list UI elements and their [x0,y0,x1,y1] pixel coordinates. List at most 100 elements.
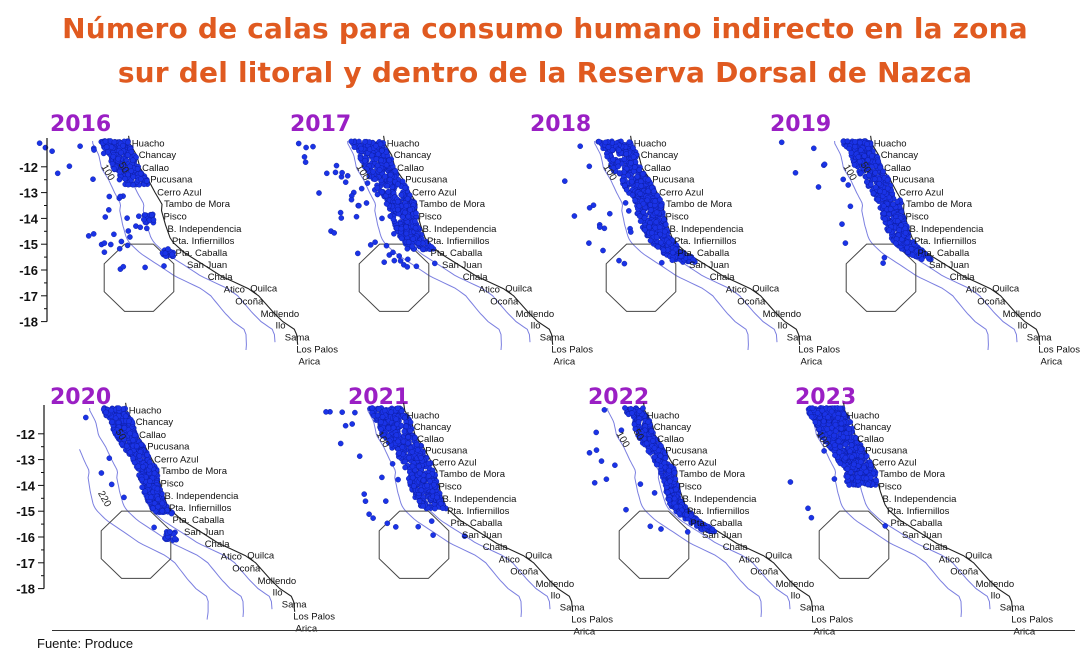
port-label: Chancay [641,150,679,161]
set-point [363,200,370,206]
set-point [666,467,672,474]
set-point [425,473,432,479]
set-point [808,414,815,420]
set-point [623,187,630,193]
set-point [651,454,658,460]
set-point [119,429,125,436]
port-label: Pucusana [652,175,695,186]
set-point [880,168,886,175]
set-point [130,174,137,180]
port-label: Chala [710,272,736,283]
set-point [367,242,374,248]
set-point [638,183,644,189]
port-label: Huacho [132,139,165,150]
set-point [379,474,385,481]
set-point [405,440,411,447]
set-point [666,497,672,503]
set-point [122,176,128,182]
set-point [418,487,425,494]
set-point [85,233,92,239]
port-label: Pisco [419,212,442,223]
set-point [387,171,394,178]
footer-divider [52,630,1075,631]
port-label: Ocoña [977,297,1006,308]
set-point [877,188,883,195]
port-label: Callao [884,163,911,174]
set-point [630,154,637,160]
set-point [648,428,655,434]
isobath-label: 220 [95,489,113,509]
set-point [434,494,440,501]
set-point [128,148,135,155]
port-label: Pisco [906,212,929,223]
set-point [143,225,150,232]
set-point [366,511,372,517]
set-point [647,237,654,244]
set-point [863,468,870,475]
port-label: Huacho [647,411,680,422]
port-label: Cerro Azul [154,455,198,466]
set-point [586,163,593,170]
set-point [844,138,851,144]
set-point [628,229,634,235]
set-point [650,438,656,444]
set-point [429,488,436,495]
port-label: Cerro Azul [412,188,456,199]
set-point [121,494,127,501]
set-point [416,470,423,476]
set-point [362,498,369,504]
set-point [302,159,309,166]
set-point [125,152,131,158]
set-point [165,246,171,252]
port-label: Ilo [991,591,1001,602]
set-point [832,442,838,449]
isobath-label: 50 [631,427,646,443]
port-label: Mollendo [261,309,300,320]
set-point [637,218,644,224]
set-point [117,168,123,175]
set-point [645,188,651,195]
port-label: Arica [801,357,823,368]
set-point [349,421,355,427]
set-point [600,247,606,254]
set-point [590,202,597,208]
port-label: Sama [800,603,826,614]
set-point [122,413,129,420]
set-point [167,529,173,535]
set-point [837,443,843,450]
port-label: B. Independencia [167,224,242,235]
set-point [376,167,383,173]
set-point [607,210,613,217]
set-point [612,462,618,469]
set-point [851,162,858,168]
set-point [577,143,583,149]
set-point [374,412,381,419]
set-point [126,418,132,425]
set-point [828,408,835,415]
set-point [116,176,123,183]
set-point [904,239,911,246]
port-label: Tambo de Mora [906,199,973,210]
set-point [835,438,842,445]
set-point [873,477,879,483]
set-point [316,190,322,196]
port-label: San Juan [702,530,742,541]
set-point [134,165,141,172]
set-point [884,177,891,183]
set-point [139,476,145,483]
set-point [389,461,396,467]
set-point [133,443,140,449]
set-point [864,141,870,147]
port-label: Tambo de Mora [161,466,228,477]
set-point [811,145,817,152]
set-point [849,454,855,460]
set-point [792,170,799,176]
set-point [111,231,117,238]
set-point [401,428,408,435]
set-point [911,241,917,247]
set-point [362,138,368,145]
set-point [106,193,113,200]
set-point [605,144,612,150]
set-point [641,435,648,442]
set-point [861,153,868,159]
